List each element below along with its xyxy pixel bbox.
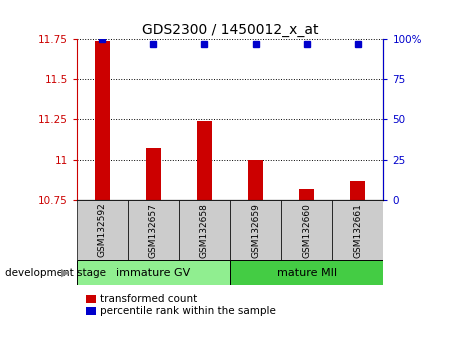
- Bar: [197, 121, 212, 200]
- Text: GSM132657: GSM132657: [149, 202, 158, 258]
- Bar: [299, 189, 314, 200]
- Text: GSM132661: GSM132661: [353, 202, 362, 258]
- Text: transformed count: transformed count: [100, 294, 198, 304]
- Text: percentile rank within the sample: percentile rank within the sample: [100, 306, 276, 316]
- Text: GSM132659: GSM132659: [251, 202, 260, 258]
- Text: GSM132658: GSM132658: [200, 202, 209, 258]
- Text: mature MII: mature MII: [276, 268, 337, 278]
- Bar: [146, 148, 161, 200]
- Bar: [77, 260, 230, 285]
- Text: GSM132592: GSM132592: [98, 203, 107, 257]
- Text: development stage: development stage: [5, 268, 106, 278]
- Bar: [128, 200, 179, 260]
- Title: GDS2300 / 1450012_x_at: GDS2300 / 1450012_x_at: [142, 23, 318, 36]
- Bar: [281, 200, 332, 260]
- Bar: [248, 160, 263, 200]
- Bar: [230, 200, 281, 260]
- Bar: [350, 181, 365, 200]
- Text: immature GV: immature GV: [116, 268, 190, 278]
- Bar: [179, 200, 230, 260]
- Bar: [332, 200, 383, 260]
- Text: GSM132660: GSM132660: [302, 202, 311, 258]
- Bar: [230, 260, 383, 285]
- Text: ▶: ▶: [61, 268, 69, 278]
- Bar: [77, 200, 128, 260]
- Bar: [95, 41, 110, 200]
